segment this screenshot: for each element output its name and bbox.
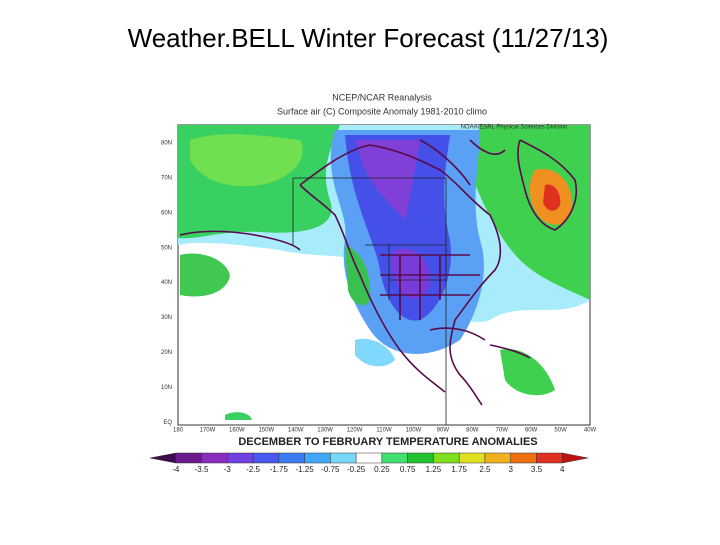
colorbar-swatch [304, 452, 331, 464]
colorbar-swatch [407, 452, 434, 464]
colorbar-label: -1.75 [270, 465, 289, 474]
colorbar-label: 0.25 [374, 465, 390, 474]
longitude-label: 50W [554, 428, 567, 434]
latitude-label: 10N [161, 385, 172, 391]
colorbar-swatch [252, 452, 280, 464]
green-region [470, 125, 590, 300]
colorbar-swatch [433, 452, 460, 464]
longitude-label: 180 [173, 428, 184, 434]
map-caption: DECEMBER TO FEBRUARY TEMPERATURE ANOMALI… [238, 436, 537, 448]
colorbar-swatch [536, 452, 563, 464]
warm-region [543, 184, 561, 211]
colorbar-swatch [458, 452, 486, 464]
green-region [190, 134, 303, 187]
colorbar-label: 1.75 [451, 465, 467, 474]
colorbar-label: 0.75 [400, 465, 416, 474]
longitude-label: 170W [200, 428, 216, 434]
colorbar-swatch [330, 452, 357, 464]
colorbar-label: -3 [224, 465, 232, 474]
colorbar-label: -0.75 [321, 465, 340, 474]
colorbar-swatch [278, 452, 305, 464]
latitude-label: 80N [161, 141, 172, 147]
longitude-label: 110W [376, 428, 392, 434]
longitude-label: 130W [317, 428, 333, 434]
state-borders [380, 254, 480, 320]
latitude-label: 30N [161, 315, 172, 321]
coastline [299, 144, 502, 406]
map-header: NCEP/NCAR Reanalysis [332, 92, 432, 102]
coastline [429, 327, 531, 359]
colorbar-label: -2.5 [246, 465, 260, 474]
longitude-labels: 180 170W 160W 150W 140W 130W 120W 110W 100W 90W 80… [173, 428, 597, 434]
colorbar-swatch [355, 452, 383, 464]
colorbar-swatch [201, 452, 228, 464]
latitude-label: 60N [161, 210, 172, 216]
cold-region [355, 140, 420, 220]
colorbar-label: 2.5 [479, 465, 491, 474]
colorbar-swatch [227, 452, 254, 464]
colorbar-swatch [175, 452, 202, 464]
latitude-label: EQ [163, 420, 172, 426]
longitude-label: 80W [466, 428, 479, 434]
coastline [179, 230, 301, 251]
colorbar-swatch [561, 452, 589, 464]
colorbar-label: -0.25 [347, 465, 366, 474]
green-region [345, 245, 371, 306]
colorbar-label: 4 [560, 465, 565, 474]
map-header: Surface air (C) Composite Anomaly 1981-2… [277, 106, 487, 116]
longitude-label: 150W [258, 428, 274, 434]
colorbar-label: -4 [172, 465, 180, 474]
latitude-label: 70N [161, 175, 172, 181]
latitude-label: 50N [161, 245, 172, 251]
colorbar-swatch [381, 452, 408, 464]
green-region [180, 253, 230, 297]
longitude-label: 70W [496, 428, 509, 434]
coastline [419, 139, 577, 231]
map-source: NOAA/ESRL Physical Sciences Division [461, 125, 568, 131]
colorbar-swatch [484, 452, 511, 464]
map-figure: NCEP/NCAR Reanalysis Surface air (C) Com… [149, 92, 597, 474]
colorbar-label: 3 [508, 465, 513, 474]
colorbar: -4 -3.5 -3 -2.5 -1.75 -1.25 -0.75 -0.25 0.25 0.75… [149, 452, 589, 474]
longitude-label: 40W [584, 428, 597, 434]
slide-title: Weather.BELL Winter Forecast (11/27/13) [128, 23, 609, 53]
latitude-label: 40N [161, 280, 172, 286]
latitude-label: 20N [161, 350, 172, 356]
colorbar-label: 1.25 [426, 465, 442, 474]
colorbar-label: -3.5 [195, 465, 209, 474]
longitude-label: 60W [525, 428, 538, 434]
cyan-region [355, 338, 395, 367]
region-boxes [292, 177, 447, 425]
longitude-label: 100W [406, 428, 422, 434]
longitude-label: 90W [437, 428, 450, 434]
green-region [225, 412, 252, 420]
green-region [500, 349, 555, 396]
latitude-labels: 80N 70N 60N 50N 40N 30N 20N 10N EQ [161, 141, 172, 426]
colorbar-label: -1.25 [295, 465, 314, 474]
longitude-label: 160W [229, 428, 245, 434]
longitude-label: 120W [347, 428, 363, 434]
longitude-label: 140W [288, 428, 304, 434]
colorbar-label: 3.5 [531, 465, 543, 474]
colorbar-swatch [510, 452, 537, 464]
